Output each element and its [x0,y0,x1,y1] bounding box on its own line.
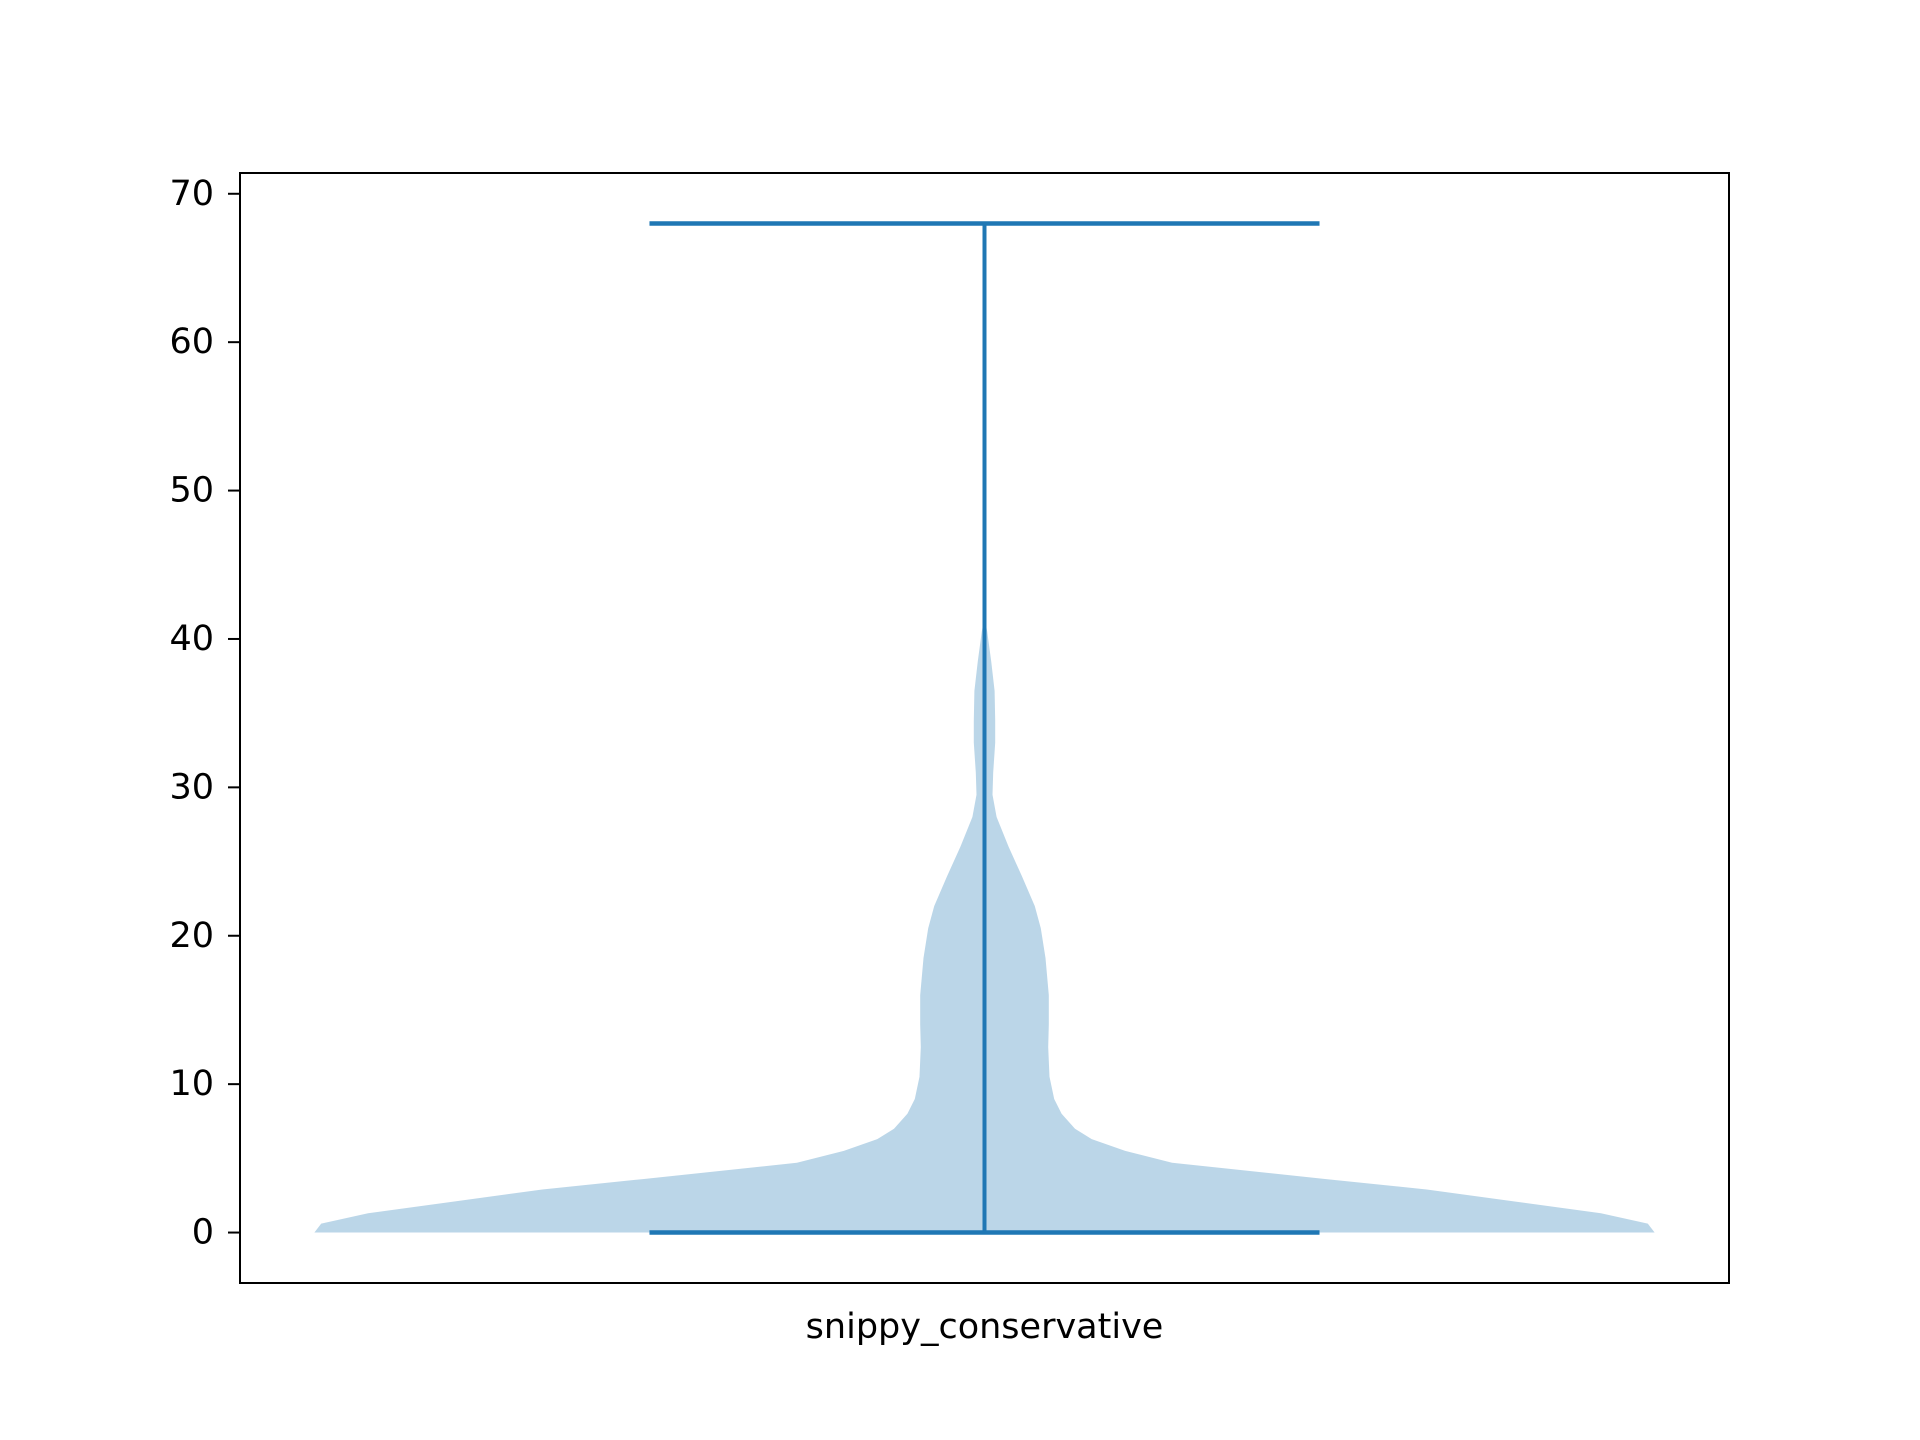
x-axis: snippy_conservative [806,1307,1164,1347]
plot-area [314,221,1655,1235]
axes-frame [239,172,1730,1284]
y-tick-label: 70 [169,174,214,214]
y-tick-label: 60 [169,322,214,362]
y-tick-label: 0 [192,1213,214,1253]
y-tick-label: 50 [169,471,214,511]
y-tick-label: 30 [169,767,214,807]
y-axis: 0 10 20 30 40 50 60 70 [169,174,240,1253]
y-tick-label: 10 [169,1064,214,1104]
y-tick-label: 20 [169,916,214,956]
x-tick-label: snippy_conservative [806,1307,1164,1347]
y-tick-label: 40 [169,619,214,659]
